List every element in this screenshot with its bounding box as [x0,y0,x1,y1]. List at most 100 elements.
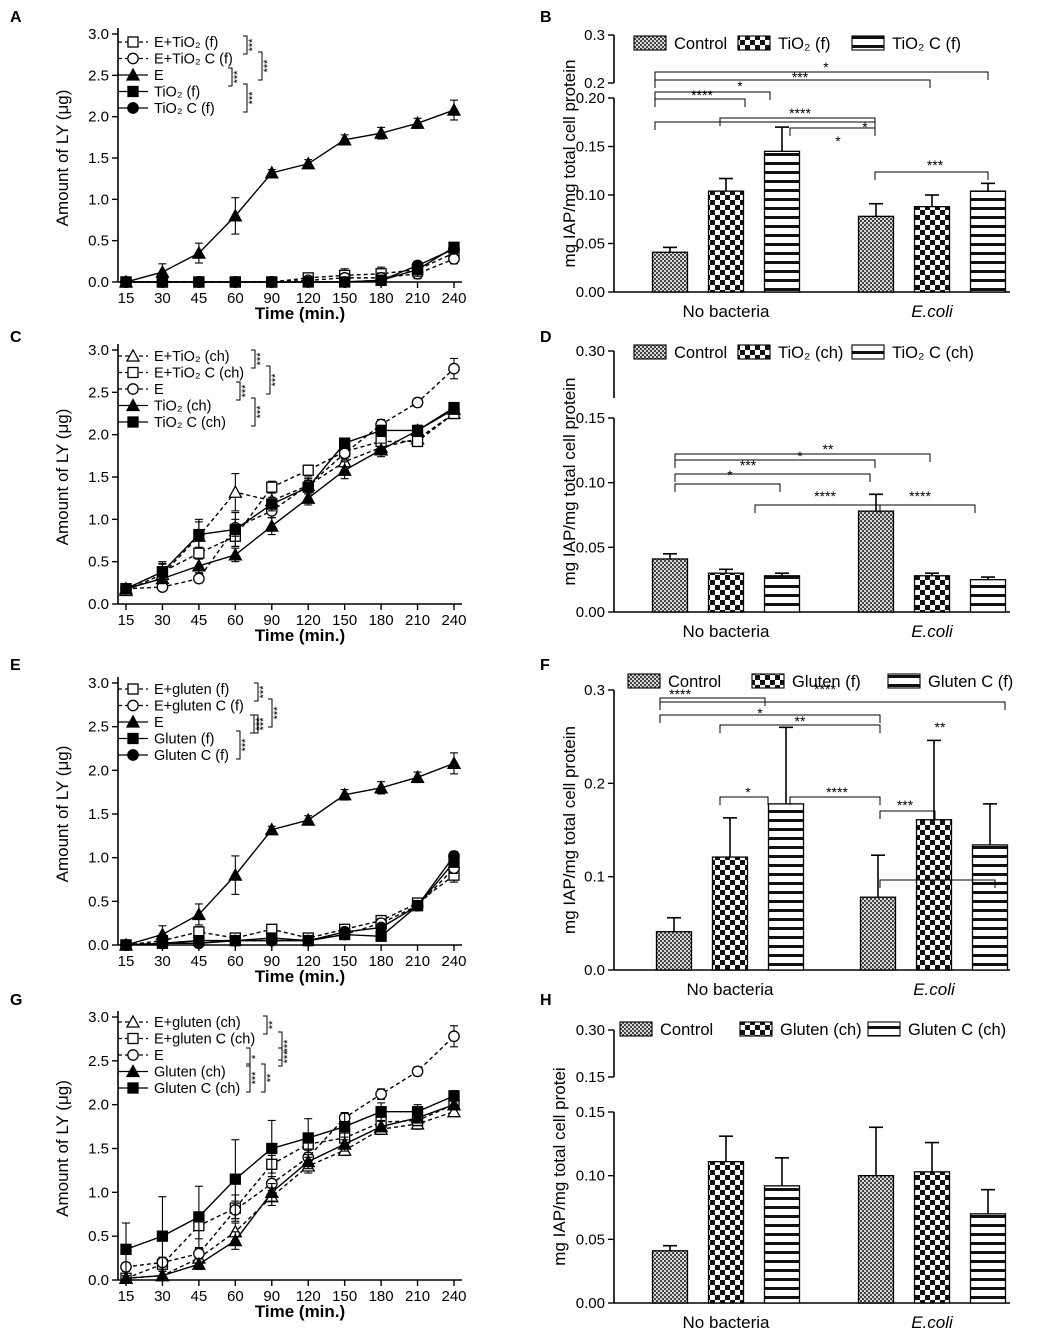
series-0 [651,1126,895,1304]
data-point [338,447,351,460]
x-tick-label: 240 [441,612,466,629]
legend-label: Gluten (ch) [780,1021,862,1039]
data-point [448,253,460,265]
y-tick-label: 0.05 [576,236,605,253]
significance-bracket [246,1063,251,1093]
legend-marker [127,36,139,48]
bar [857,510,895,613]
y-tick-label: 0.5 [88,1228,109,1245]
x-tick-label: 45 [191,953,208,970]
series-2 [763,572,1007,613]
data-point [156,1230,169,1242]
x-tick-label: 90 [263,612,280,629]
legend-marker [127,85,139,98]
data-point [411,435,424,448]
data-point [375,274,387,287]
data-point [191,1256,206,1270]
y-tick-label: 0.05 [576,539,605,556]
y-tick-label: 0.05 [576,1231,605,1248]
data-point [374,125,389,139]
y-tick-label: 0.0 [88,1272,109,1289]
legend-swatch [627,673,661,689]
legend-label: Gluten (ch) [154,1065,226,1081]
x-tick-label: 240 [441,1288,466,1305]
data-point [228,208,243,222]
legend-swatch [867,1021,901,1037]
legend-label: TiO₂ C (f) [154,101,215,117]
data-point [374,442,389,456]
panel-a: A 0.0 0.5 1.0 1.5 2.0 2.5 3.0 15 30 45 60 90 120 150 18… [10,9,467,323]
y-tick-label: 1.5 [88,1141,109,1158]
significance-bracket [278,1047,283,1067]
data-point [191,558,206,572]
panel-f: F 0.0 0.1 0.2 0.3 No bacteria E.coli mg IAP/mg … [540,657,1013,999]
x-tick-label: 180 [369,953,394,970]
data-point [337,132,352,146]
data-point [337,787,352,801]
y-tick-label: 1.5 [88,469,109,486]
legend-marker [127,1032,139,1045]
legend-marker [125,348,141,362]
legend-label: TiO₂ (f) [778,35,831,53]
series-line [125,874,455,946]
series-2 [118,99,462,288]
legend-label: Gluten C (ch) [908,1021,1006,1039]
data-point [446,1104,462,1118]
legend-label: E+gluten C (ch) [154,1032,255,1048]
y-tick-label: 2.0 [88,109,109,126]
data-point [264,822,279,836]
legend-marker [125,1014,141,1028]
series-line [126,248,455,283]
y-tick-label: 2.5 [88,384,109,401]
y-tick-label: 0.3 [584,682,605,699]
significance-bracket [789,127,876,136]
data-point [375,1106,387,1118]
significance-bracket [254,714,259,734]
y-tick-label: 2.5 [88,1053,109,1070]
bar [971,844,1009,971]
y-tick-label: 0.3 [584,27,605,44]
significance-bracket [654,98,746,107]
significance-label: **** [826,784,848,800]
significance-label: *** [272,706,284,720]
y-tick-label: 0.5 [88,554,109,571]
data-point [375,1088,387,1100]
data-point [229,1173,241,1185]
series-line [125,1104,455,1279]
legend-label: Gluten (f) [792,673,861,691]
legend-swatch [851,35,885,51]
x-tick-label: 90 [263,953,280,970]
data-point [156,276,169,288]
x-tick-label: 30 [154,612,171,629]
x-tick-label: 240 [441,953,466,970]
bar [651,558,689,613]
significance-label: *** [255,352,267,366]
y-tick-label: 1.0 [88,1184,109,1201]
y-tick-label: 0.2 [584,775,605,792]
significance-label: *** [232,70,244,84]
series-line [125,1111,455,1279]
bar [763,575,801,613]
significance-label: *** [740,457,757,473]
significance-label: *** [258,685,270,699]
panel-label: B [540,9,552,26]
significance-bracket [719,724,881,733]
data-point [374,1119,389,1133]
data-point [155,264,170,278]
significance-bracket [674,459,876,468]
data-point [410,769,425,783]
series-2 [118,752,462,951]
bar [655,931,693,971]
data-point [266,481,278,493]
bar [857,215,895,293]
data-point [301,812,316,826]
data-point [193,937,205,950]
significance-bracket [659,701,1006,710]
significance-label: *** [247,38,259,52]
data-point [264,165,279,179]
x-tick-label: 60 [227,290,244,307]
x-group-label: No bacteria [683,302,770,321]
bar [707,190,745,293]
legend-marker [127,1049,139,1061]
